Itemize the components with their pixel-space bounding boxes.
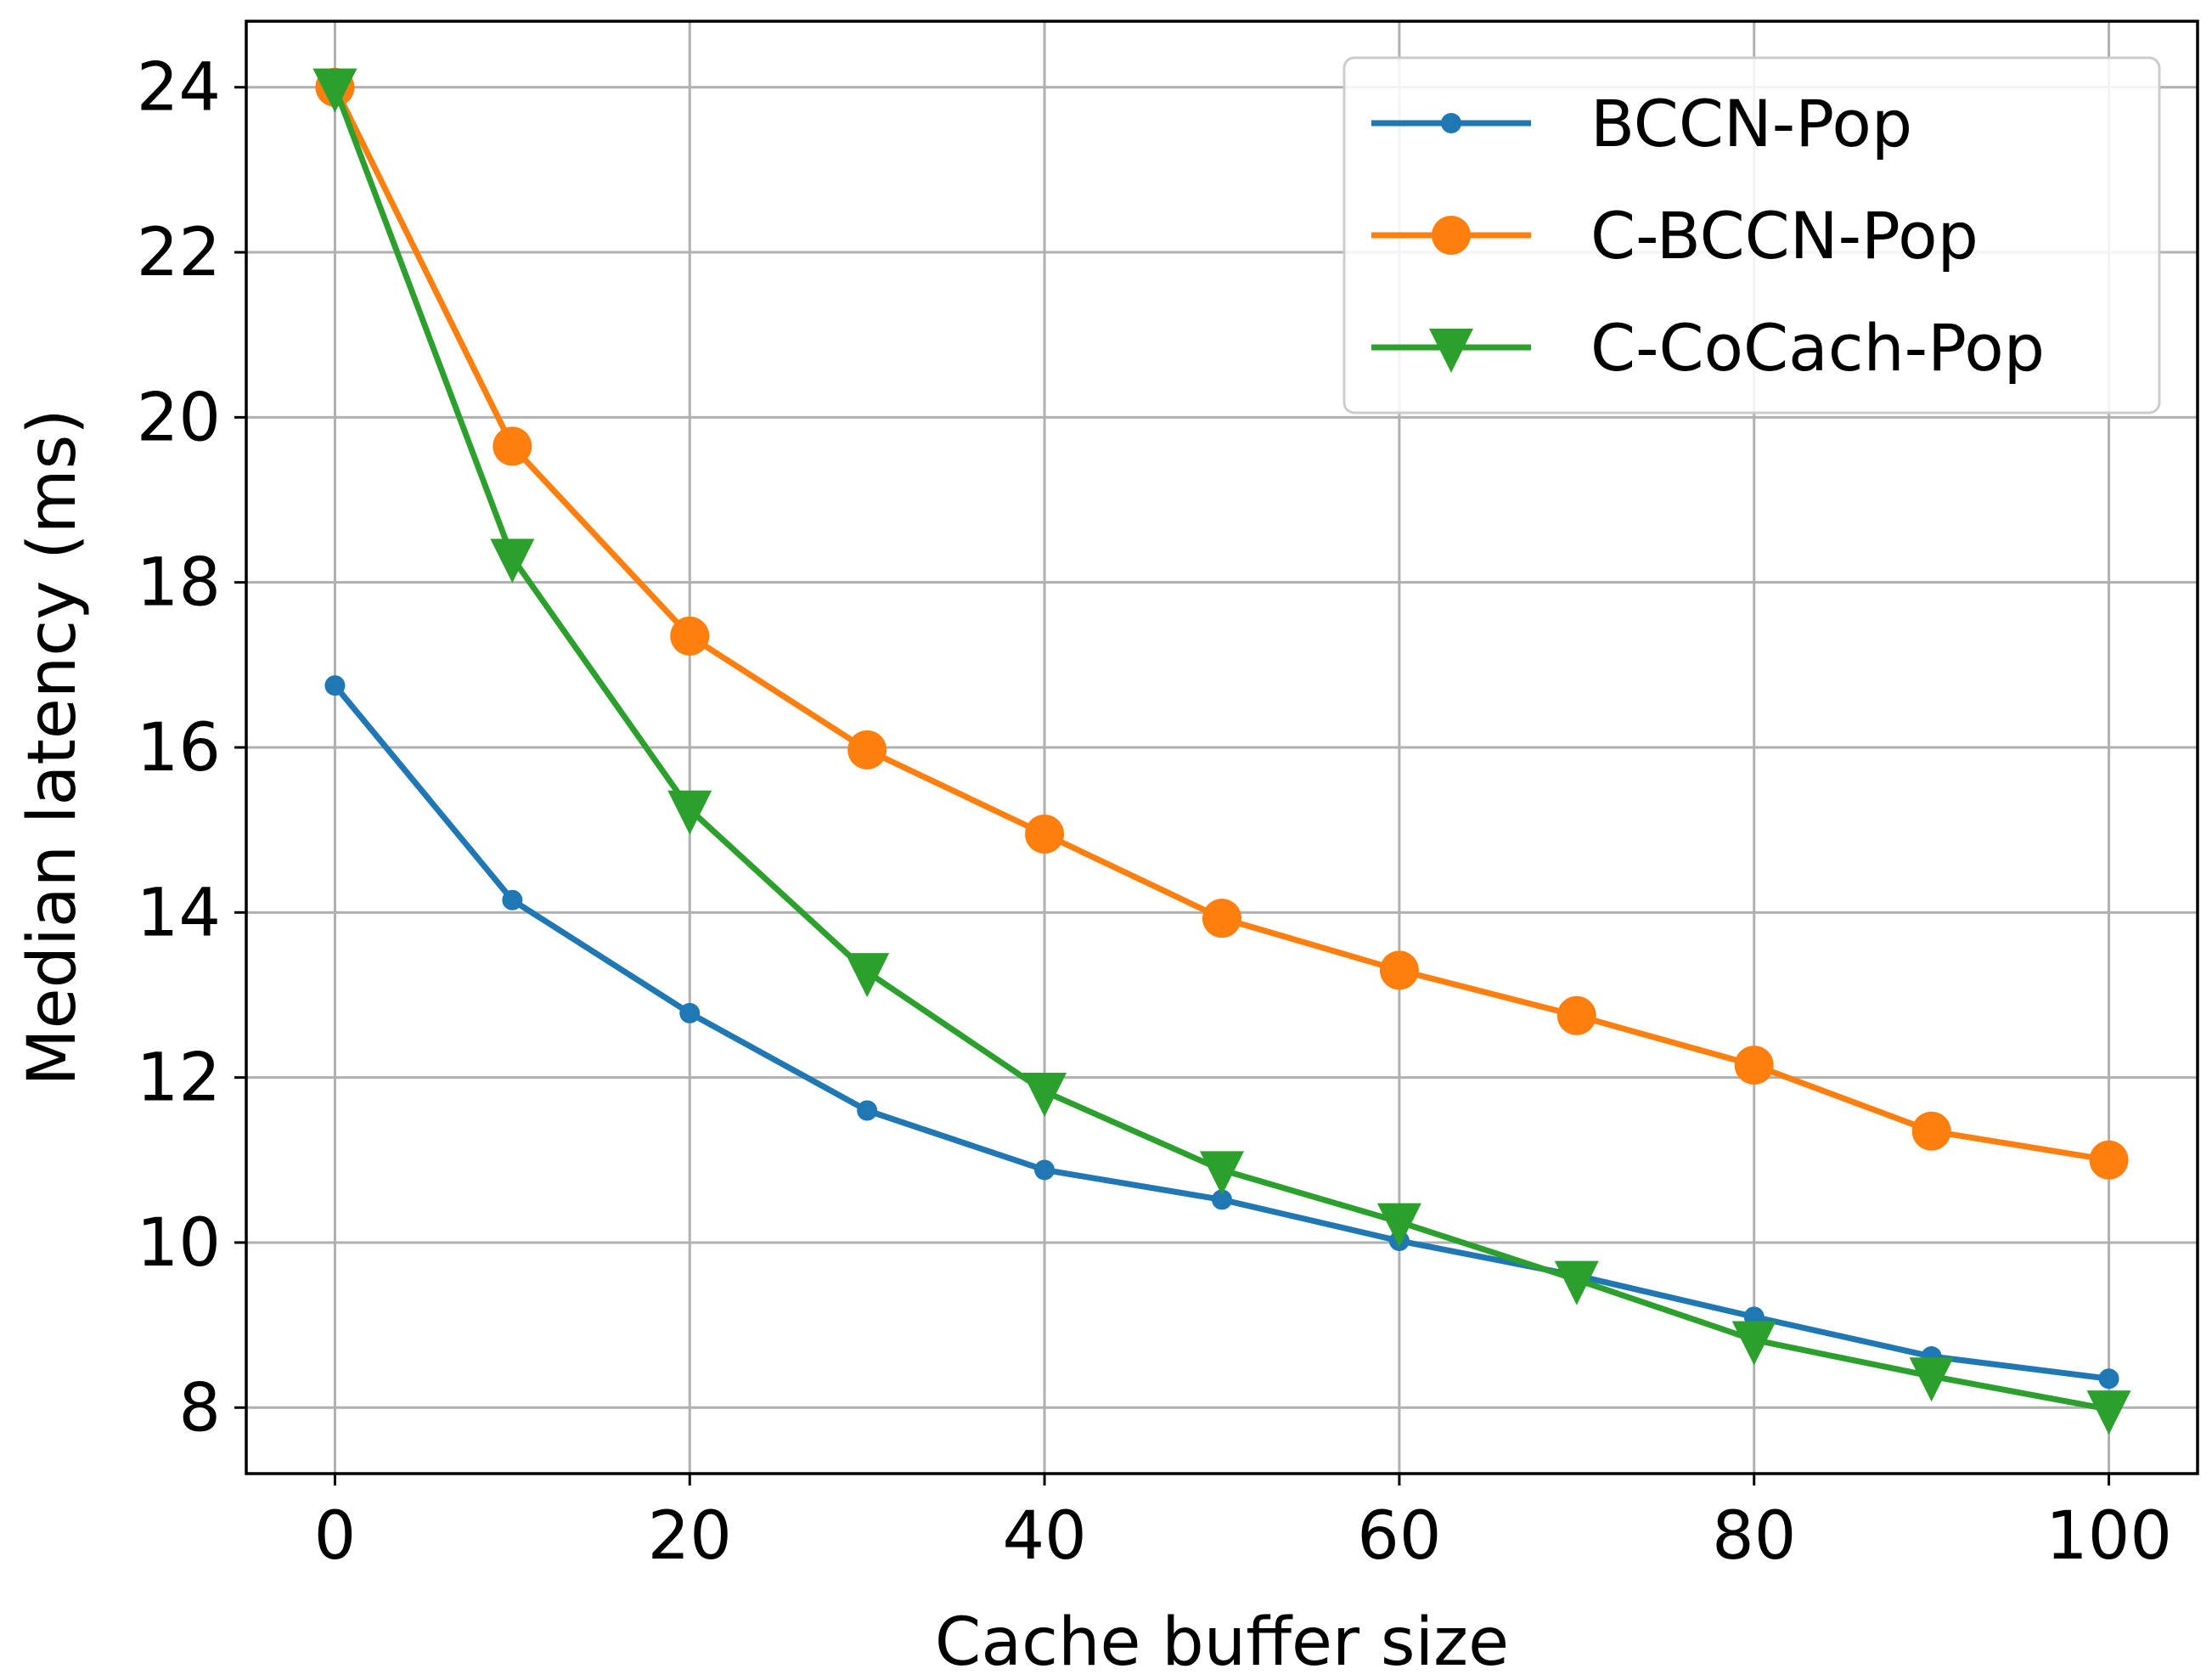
y-axis-label: Median latency (ms) [14,409,91,1085]
y-tick-label: 16 [137,710,221,786]
y-tick-label: 12 [137,1040,221,1117]
data-point-c-bccn-pop [1202,899,1241,939]
y-tick-label: 8 [178,1370,221,1446]
y-tick-label: 10 [137,1205,221,1282]
data-point-c-cocach-pop [312,68,357,113]
data-point-c-bccn-pop [2089,1140,2129,1180]
series-bccn-pop [324,675,2119,1390]
data-point-bccn-pop [857,1100,878,1121]
data-point-c-bccn-pop [492,426,532,466]
y-tick-label: 24 [137,50,221,127]
data-point-bccn-pop [679,1002,701,1023]
data-point-bccn-pop [502,889,523,910]
legend-marker-bccn-pop [1441,113,1461,133]
data-point-c-cocach-pop [1731,1321,1776,1366]
x-tick-label: 60 [1357,1498,1441,1575]
data-point-c-bccn-pop [847,730,887,770]
y-tick-label: 18 [137,545,221,622]
data-point-c-cocach-pop [845,953,890,998]
legend-marker-c-cocach-pop [1429,328,1473,373]
data-point-c-bccn-pop [1911,1111,1951,1151]
x-tick-label: 100 [2046,1498,2172,1575]
x-tick-label: 80 [1712,1498,1796,1575]
x-tick-label: 40 [1002,1498,1086,1575]
data-point-c-cocach-pop [2086,1390,2131,1435]
legend-marker-c-bccn-pop [1432,216,1471,255]
legend-label-bccn-pop: BCCN-Pop [1590,86,1912,161]
data-point-bccn-pop [1034,1159,1055,1181]
series-c-cocach-pop [312,68,2131,1435]
y-tick-label: 14 [137,875,221,951]
data-point-c-cocach-pop [490,538,535,583]
data-point-bccn-pop [2098,1368,2119,1390]
data-point-c-bccn-pop [1556,995,1596,1035]
data-point-c-cocach-pop [1554,1260,1599,1305]
data-point-c-bccn-pop [1734,1046,1774,1085]
x-tick-label: 0 [314,1498,357,1575]
data-point-c-cocach-pop [1022,1073,1067,1118]
data-point-c-bccn-pop [1379,950,1419,990]
data-point-c-cocach-pop [1376,1203,1421,1248]
data-point-c-cocach-pop [1200,1151,1244,1196]
data-point-c-bccn-pop [1025,815,1065,854]
data-point-c-cocach-pop [1909,1357,1954,1402]
y-tick-label: 20 [137,380,221,456]
legend-box [1342,56,2161,414]
legend: BCCN-Pop C-BCCN-Pop C-CoCach-Pop [1342,56,2161,414]
x-tick-label: 20 [648,1498,732,1575]
x-axis-label: Cache buffer size [935,1604,1509,1680]
axis-ticks: 0 20 40 60 80 100 8 10 12 14 16 18 20 22 24 [137,50,2172,1575]
y-tick-label: 22 [137,215,221,291]
series-layer [312,67,2131,1435]
data-point-c-cocach-pop [667,790,712,835]
data-point-c-bccn-pop [670,616,710,656]
legend-label-c-bccn-pop: C-BCCN-Pop [1590,198,1978,273]
data-point-bccn-pop [324,675,346,696]
legend-label-c-cocach-pop: C-CoCach-Pop [1590,310,2045,386]
data-point-bccn-pop [1212,1189,1232,1210]
